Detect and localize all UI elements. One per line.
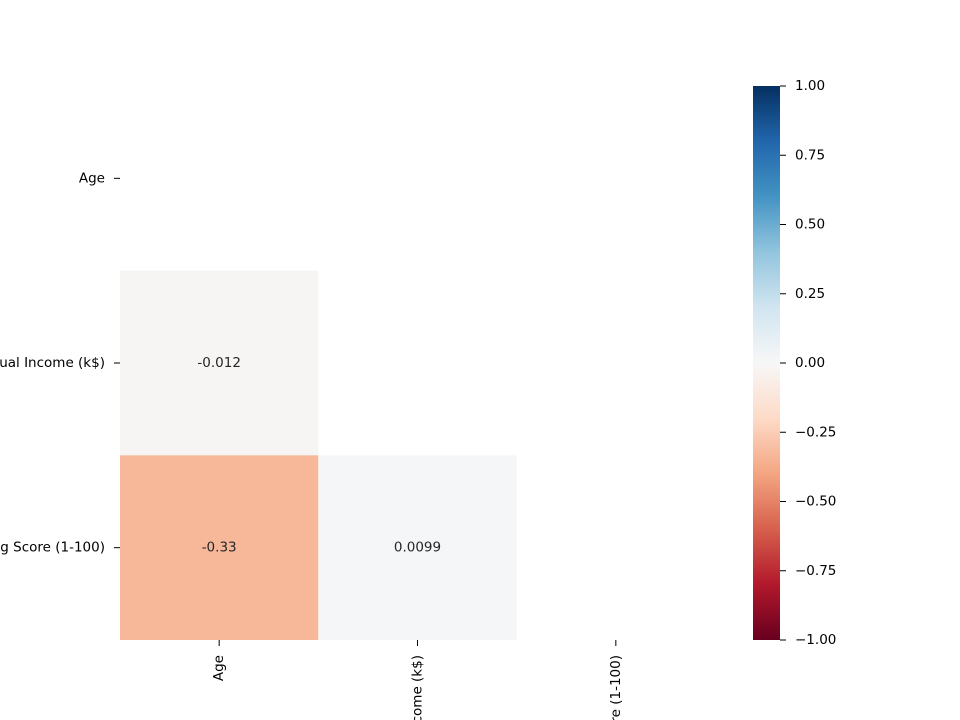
colorbar-tick-label: 1.00 [795, 78, 825, 94]
y-tick-label: Age [79, 170, 105, 186]
x-tick-label: Age [211, 655, 227, 681]
heatmap-cell [120, 455, 319, 640]
colorbar-tick-label: −1.00 [795, 632, 836, 648]
colorbar-tick-label: 0.50 [795, 217, 825, 233]
y-tick-label: Annual Income (k$) [0, 355, 105, 371]
colorbar-tick-label: −0.75 [795, 563, 836, 579]
x-tick-label: Spending Score (1-100) [608, 655, 624, 720]
y-tick-label: Spending Score (1-100) [0, 540, 105, 556]
colorbar-tick-label: 0.75 [795, 147, 825, 163]
heatmap-cell [318, 455, 517, 640]
heatmap-cell [120, 270, 319, 456]
colorbar-tick-label: 0.00 [795, 355, 825, 371]
x-tick-label: Annual Income (k$) [410, 655, 426, 720]
colorbar-tick-label: 0.25 [795, 286, 825, 302]
colorbar-tick-label: −0.50 [795, 494, 836, 510]
cell-label: 0.0099 [394, 540, 441, 556]
colorbar [753, 86, 780, 640]
cell-label: -0.33 [202, 540, 237, 556]
cell-label: -0.012 [197, 355, 241, 371]
colorbar-tick-label: −0.25 [795, 424, 836, 440]
